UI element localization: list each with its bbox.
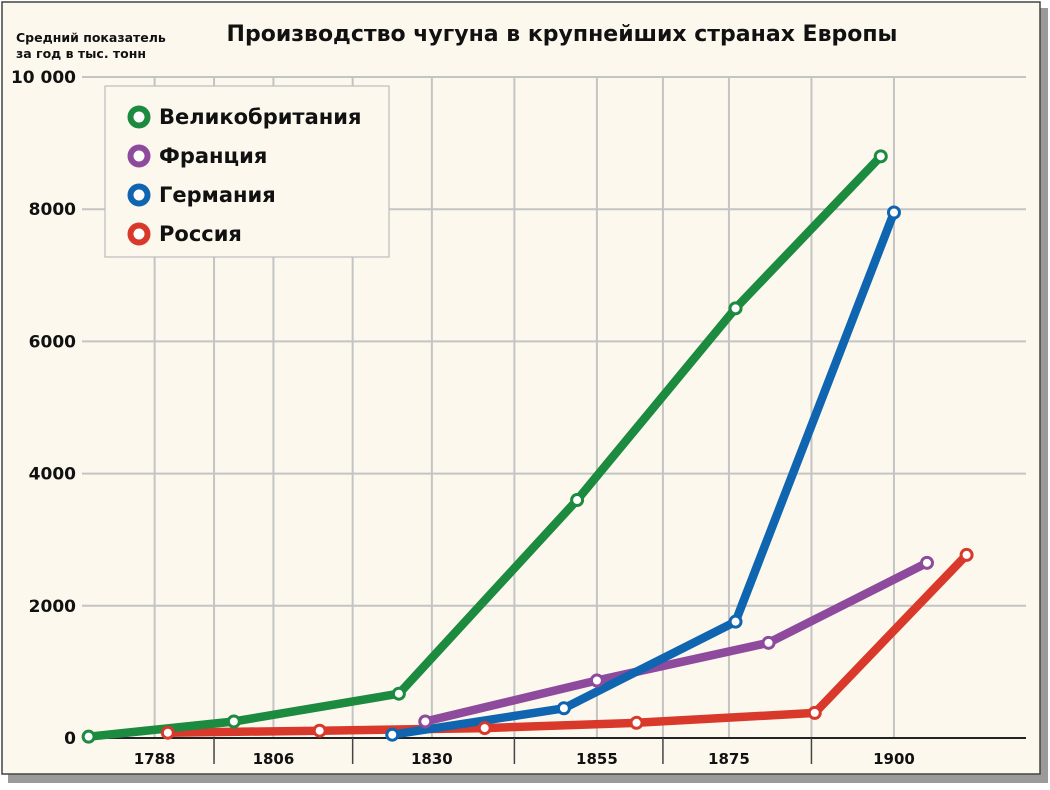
data-point	[728, 301, 743, 316]
data-point	[226, 714, 241, 729]
data-point	[418, 714, 433, 729]
y-axis-label-line-2: за год в тыс. тонн	[16, 46, 146, 61]
chart-title: Производство чугуна в крупнейших странах…	[227, 22, 898, 47]
axis-layer: 0 2000 4000 6000 8000 10 000 1788 1806 1830 1855 1…	[11, 68, 1026, 768]
series-line	[163, 550, 971, 737]
x-tick-label: 1788	[134, 750, 176, 768]
y-tick-label: 4000	[29, 465, 76, 485]
data-point	[728, 614, 743, 629]
legend: Великобритания Франция Германия Россия	[104, 85, 390, 258]
x-tick-label: 1806	[253, 750, 295, 768]
series-line	[421, 558, 932, 726]
data-point	[807, 705, 822, 720]
legend-marker	[127, 183, 151, 207]
data-point	[886, 205, 901, 220]
data-point	[391, 686, 406, 701]
y-tick-label: 0	[64, 729, 76, 749]
x-tick-label: 1855	[576, 750, 618, 768]
data-point	[81, 729, 96, 744]
data-point	[629, 715, 644, 730]
legend-box	[104, 85, 390, 258]
data-point	[385, 727, 400, 742]
legend-label: Великобритания	[159, 105, 361, 129]
y-tick-label: 10 000	[11, 68, 76, 88]
y-tick-label: 6000	[29, 332, 76, 352]
x-tick-label: 1830	[411, 750, 453, 768]
y-tick-label: 8000	[29, 200, 76, 220]
legend-label: Франция	[159, 144, 267, 168]
data-point	[477, 721, 492, 736]
data-point	[873, 149, 888, 164]
series-line	[388, 208, 899, 739]
legend-marker	[127, 144, 151, 168]
data-point	[570, 493, 585, 508]
series-layer	[81, 149, 974, 744]
series-line	[84, 152, 886, 741]
data-point	[589, 673, 604, 688]
x-tick-label: 1900	[873, 750, 915, 768]
data-point	[761, 635, 776, 650]
legend-marker	[127, 105, 151, 129]
data-point	[160, 725, 175, 740]
data-point	[312, 723, 327, 738]
data-point	[959, 547, 974, 562]
y-tick-label: 2000	[29, 597, 76, 617]
legend-label: Россия	[159, 222, 242, 246]
data-point	[919, 555, 934, 570]
legend-label: Германия	[159, 183, 276, 207]
x-tick-label: 1875	[708, 750, 750, 768]
legend-marker	[127, 222, 151, 246]
y-axis-label-line-1: Средний показатель	[16, 30, 166, 45]
data-point	[556, 701, 571, 716]
